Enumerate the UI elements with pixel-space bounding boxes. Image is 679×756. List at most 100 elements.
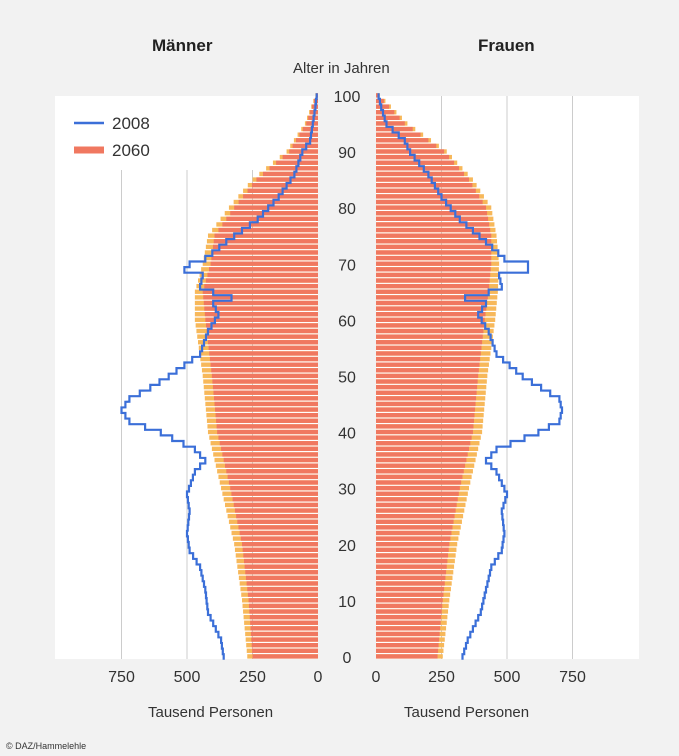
bar-2060-men xyxy=(269,166,318,171)
bar-2060-women xyxy=(376,412,475,418)
bar-2060-men xyxy=(302,126,318,132)
x-axis-label-women: Tausend Personen xyxy=(404,704,530,721)
bar-2060-women xyxy=(376,283,490,289)
bar-2060-men xyxy=(228,480,318,485)
bar-2060-women xyxy=(376,396,477,401)
bar-2060-women xyxy=(376,474,463,480)
bar-2060-women xyxy=(376,182,473,188)
bar-2060-men xyxy=(204,283,318,289)
bar-2060-men xyxy=(262,171,318,177)
bar-2060-men xyxy=(247,586,318,592)
bar-2060-women xyxy=(376,547,449,552)
bar-2060-men xyxy=(249,609,318,614)
bar-2060-women xyxy=(376,480,462,485)
bar-2060-men xyxy=(226,469,318,474)
bar-2060-women xyxy=(376,648,439,653)
bar-2060-women xyxy=(376,278,490,283)
bar-2060-men xyxy=(213,396,318,401)
bar-2060-women xyxy=(376,121,405,126)
bar-2060-women xyxy=(376,239,492,244)
bar-2060-men xyxy=(217,429,318,435)
bar-2060-men xyxy=(214,233,318,238)
bar-2060-women xyxy=(376,418,474,423)
age-tick-label: 100 xyxy=(334,89,361,106)
x-tick-label-women: 250 xyxy=(428,669,455,686)
bar-2060-men xyxy=(232,497,318,502)
bar-2060-men xyxy=(211,368,318,373)
bar-2060-men xyxy=(250,631,318,637)
bar-2060-men xyxy=(207,272,318,278)
bar-2060-women xyxy=(376,368,479,373)
bar-2060-women xyxy=(376,384,478,390)
bar-2060-men xyxy=(231,491,318,496)
bar-2060-women xyxy=(376,340,483,345)
bar-2060-men xyxy=(276,160,318,165)
bar-2060-women xyxy=(376,581,445,586)
bar-2060-men xyxy=(250,626,318,631)
bar-2060-women xyxy=(376,446,470,452)
bar-2060-men xyxy=(212,379,318,384)
bar-2060-women xyxy=(376,295,488,300)
bar-2060-men xyxy=(212,244,318,250)
bar-2060-women xyxy=(376,536,451,541)
bar-2060-men xyxy=(247,592,318,597)
bar-2060-women xyxy=(376,351,481,356)
bar-2060-women xyxy=(376,469,464,474)
bar-2060-women xyxy=(376,323,485,328)
bar-2060-men xyxy=(210,362,318,367)
bar-2060-women xyxy=(376,362,480,367)
bar-2060-men xyxy=(245,570,318,575)
bar-2060-men xyxy=(208,345,318,351)
bar-2060-men xyxy=(211,255,318,261)
bar-2060-women xyxy=(376,519,454,524)
x-tick-label-women: 750 xyxy=(559,669,586,686)
bar-2060-men xyxy=(238,525,318,530)
bar-2060-women xyxy=(376,356,481,362)
bar-2060-women xyxy=(376,194,480,199)
bar-2060-women xyxy=(376,306,487,311)
age-tick-label: 40 xyxy=(338,426,356,443)
bar-2060-men xyxy=(233,502,318,508)
bar-2060-women xyxy=(376,171,465,177)
title-men: Männer xyxy=(152,36,213,55)
age-tick-label: 10 xyxy=(338,594,356,611)
bar-2060-women xyxy=(376,227,491,233)
bar-2060-men xyxy=(230,485,318,491)
bar-2060-men xyxy=(209,356,318,362)
bar-2060-men xyxy=(230,211,318,216)
bar-2060-women xyxy=(376,553,449,558)
bar-2060-men xyxy=(224,463,318,468)
bar-2060-women xyxy=(376,654,438,659)
bar-2060-women xyxy=(376,643,439,648)
bar-2060-women xyxy=(376,250,492,255)
bar-2060-men xyxy=(207,340,318,345)
bar-2060-men xyxy=(299,132,318,137)
bar-2060-women xyxy=(376,93,379,98)
bar-2060-men xyxy=(203,295,318,300)
bar-2060-men xyxy=(252,654,318,659)
bar-2060-men xyxy=(207,334,318,339)
bar-2060-men xyxy=(213,390,318,395)
bar-2060-men xyxy=(239,530,318,536)
bar-2060-men xyxy=(246,581,318,586)
bar-2060-men xyxy=(250,620,318,625)
bar-2060-men xyxy=(240,536,318,541)
bar-2060-men xyxy=(251,637,318,642)
bar-2060-women xyxy=(376,317,485,322)
bar-2060-men xyxy=(243,558,318,564)
bar-2060-men xyxy=(214,401,318,407)
bar-2060-women xyxy=(376,457,467,463)
age-tick-label: 60 xyxy=(338,313,356,330)
bar-2060-men xyxy=(289,149,318,154)
age-tick-label: 20 xyxy=(338,538,356,555)
bar-2060-women xyxy=(376,115,400,121)
age-tick-label: 90 xyxy=(338,145,356,162)
bar-2060-men xyxy=(222,452,318,457)
bar-2060-men xyxy=(205,323,318,328)
bar-2060-men xyxy=(256,177,318,182)
bar-2060-men xyxy=(215,407,318,412)
legend-label-2008: 2008 xyxy=(112,114,150,133)
bar-2060-men xyxy=(216,424,318,429)
bar-2060-women xyxy=(376,485,460,491)
